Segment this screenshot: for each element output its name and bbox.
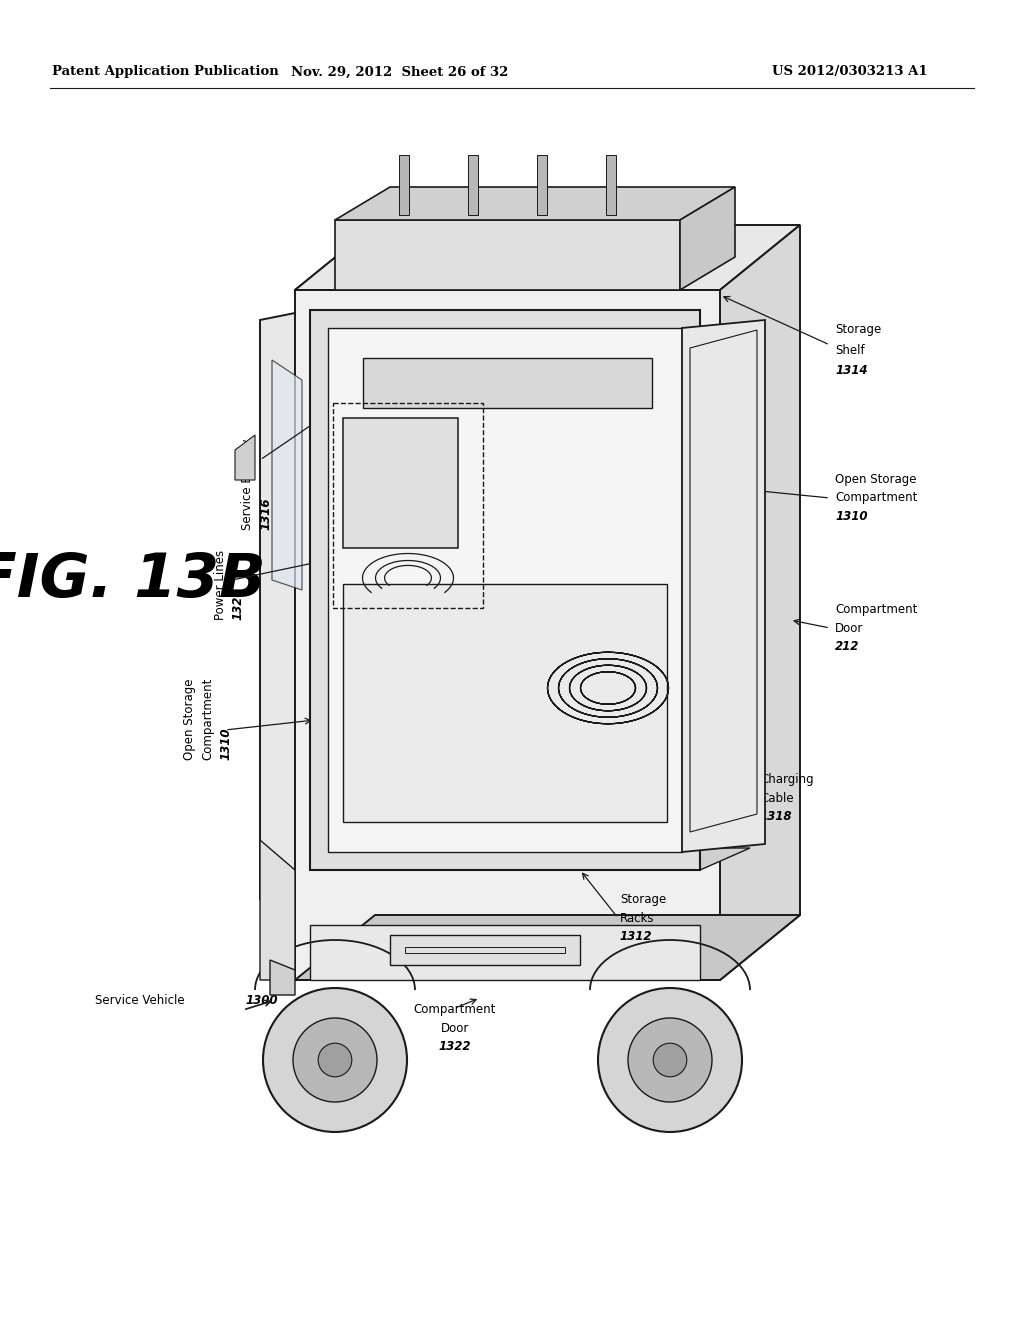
Text: Service Battery: Service Battery bbox=[242, 434, 255, 531]
Polygon shape bbox=[310, 310, 700, 870]
Polygon shape bbox=[362, 358, 652, 408]
Text: 1310: 1310 bbox=[835, 510, 867, 523]
Text: Door: Door bbox=[440, 1022, 469, 1035]
Polygon shape bbox=[328, 327, 682, 851]
Text: Power Lines: Power Lines bbox=[213, 546, 226, 620]
Text: 1312: 1312 bbox=[620, 929, 652, 942]
Text: Compartment: Compartment bbox=[202, 677, 214, 760]
Text: US 2012/0303213 A1: US 2012/0303213 A1 bbox=[772, 66, 928, 78]
Circle shape bbox=[263, 987, 407, 1133]
Text: Door: Door bbox=[835, 622, 863, 635]
Text: 1322: 1322 bbox=[438, 1040, 471, 1052]
Polygon shape bbox=[310, 847, 750, 870]
Text: FIG. 13B: FIG. 13B bbox=[0, 550, 265, 610]
Text: Patent Application Publication: Patent Application Publication bbox=[52, 66, 279, 78]
Circle shape bbox=[318, 1043, 352, 1077]
Polygon shape bbox=[537, 154, 547, 215]
Polygon shape bbox=[468, 154, 478, 215]
Text: 1314: 1314 bbox=[835, 363, 867, 376]
Polygon shape bbox=[606, 154, 616, 215]
Text: Storage: Storage bbox=[620, 894, 667, 907]
Polygon shape bbox=[390, 935, 580, 965]
Polygon shape bbox=[399, 154, 409, 215]
Text: 1300: 1300 bbox=[245, 994, 278, 1006]
Text: 1318: 1318 bbox=[760, 809, 793, 822]
Text: Cable: Cable bbox=[760, 792, 794, 804]
Circle shape bbox=[653, 1043, 687, 1077]
Polygon shape bbox=[295, 224, 800, 290]
Text: Compartment: Compartment bbox=[414, 1003, 497, 1016]
Text: Charging: Charging bbox=[760, 774, 814, 787]
Polygon shape bbox=[680, 187, 735, 290]
Circle shape bbox=[628, 1018, 712, 1102]
Polygon shape bbox=[295, 290, 720, 979]
Polygon shape bbox=[343, 583, 667, 822]
Circle shape bbox=[293, 1018, 377, 1102]
Text: Compartment: Compartment bbox=[835, 603, 918, 616]
Polygon shape bbox=[358, 343, 662, 847]
Text: 1320: 1320 bbox=[231, 587, 245, 620]
Polygon shape bbox=[260, 840, 295, 979]
Polygon shape bbox=[270, 960, 295, 995]
Text: Compartment: Compartment bbox=[835, 491, 918, 504]
Text: 1310: 1310 bbox=[219, 727, 232, 760]
Polygon shape bbox=[343, 418, 458, 548]
Polygon shape bbox=[720, 224, 800, 979]
Text: Open Storage: Open Storage bbox=[835, 474, 916, 487]
Polygon shape bbox=[682, 319, 765, 851]
Text: 212: 212 bbox=[835, 639, 859, 652]
Polygon shape bbox=[260, 310, 310, 900]
Polygon shape bbox=[272, 360, 302, 590]
Text: Nov. 29, 2012  Sheet 26 of 32: Nov. 29, 2012 Sheet 26 of 32 bbox=[291, 66, 509, 78]
Text: Racks: Racks bbox=[620, 912, 654, 924]
Text: 1316: 1316 bbox=[259, 498, 272, 531]
Text: Service Vehicle: Service Vehicle bbox=[95, 994, 188, 1006]
Text: Open Storage: Open Storage bbox=[183, 678, 197, 760]
Polygon shape bbox=[234, 436, 255, 480]
Polygon shape bbox=[310, 925, 700, 979]
Circle shape bbox=[598, 987, 742, 1133]
Text: Shelf: Shelf bbox=[835, 343, 864, 356]
Text: Storage: Storage bbox=[835, 323, 882, 337]
Polygon shape bbox=[335, 220, 680, 290]
Polygon shape bbox=[335, 187, 735, 220]
Polygon shape bbox=[295, 915, 800, 979]
